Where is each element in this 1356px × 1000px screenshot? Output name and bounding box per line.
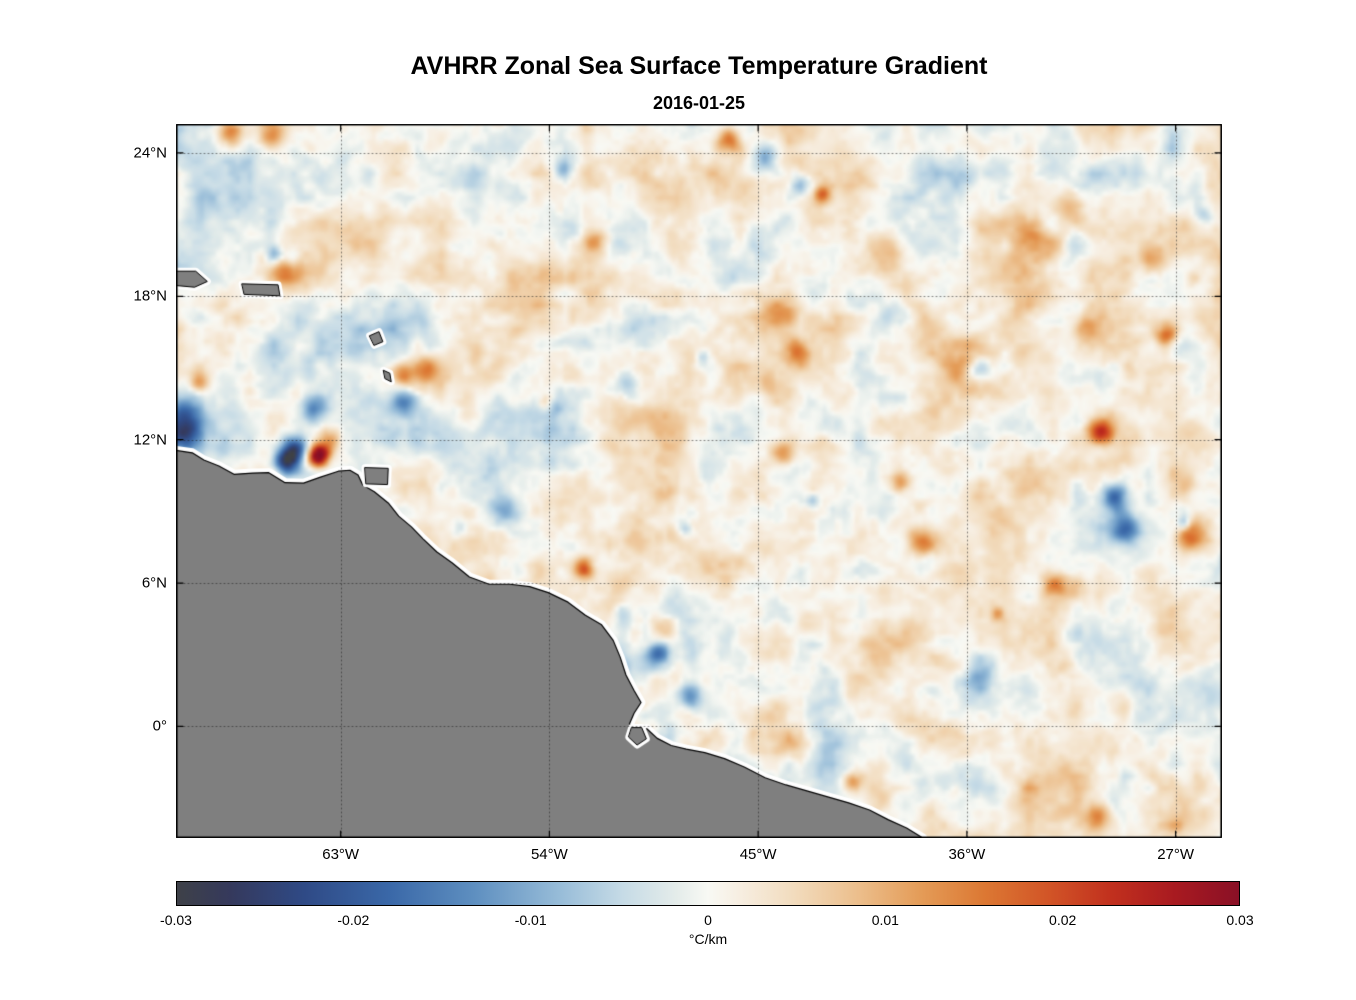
x-tick-label: 45°W <box>739 846 777 863</box>
x-tick-label: 54°W <box>530 846 568 863</box>
y-tick-label: 0° <box>152 717 167 735</box>
colorbar-tick-label: 0.01 <box>871 912 899 928</box>
y-tick-label: 24°N <box>133 144 167 162</box>
chart-subtitle: 2016-01-25 <box>652 93 746 113</box>
y-tick-label: 12°N <box>133 431 167 449</box>
colorbar-tick-label: -0.01 <box>514 912 547 928</box>
colorbar-tick-label: -0.03 <box>160 912 192 928</box>
colorbar-tick-label: 0 <box>704 912 712 928</box>
colorbar-gradient <box>176 881 1240 906</box>
y-tick-label: 6°N <box>141 574 167 592</box>
chart-title: AVHRR Zonal Sea Surface Temperature Grad… <box>410 52 988 80</box>
colorbar-tick-label: 0.03 <box>1226 912 1254 928</box>
colorbar-unit-label: °C/km <box>688 931 728 947</box>
y-tick-label: 18°N <box>133 287 167 305</box>
colorbar-tick-label: 0.02 <box>1049 912 1077 928</box>
colorbar-tick-label: -0.02 <box>337 912 370 928</box>
x-tick-label: 63°W <box>322 846 360 863</box>
x-tick-label: 36°W <box>948 846 986 863</box>
map-canvas <box>176 124 1222 838</box>
x-tick-label: 27°W <box>1157 846 1195 863</box>
